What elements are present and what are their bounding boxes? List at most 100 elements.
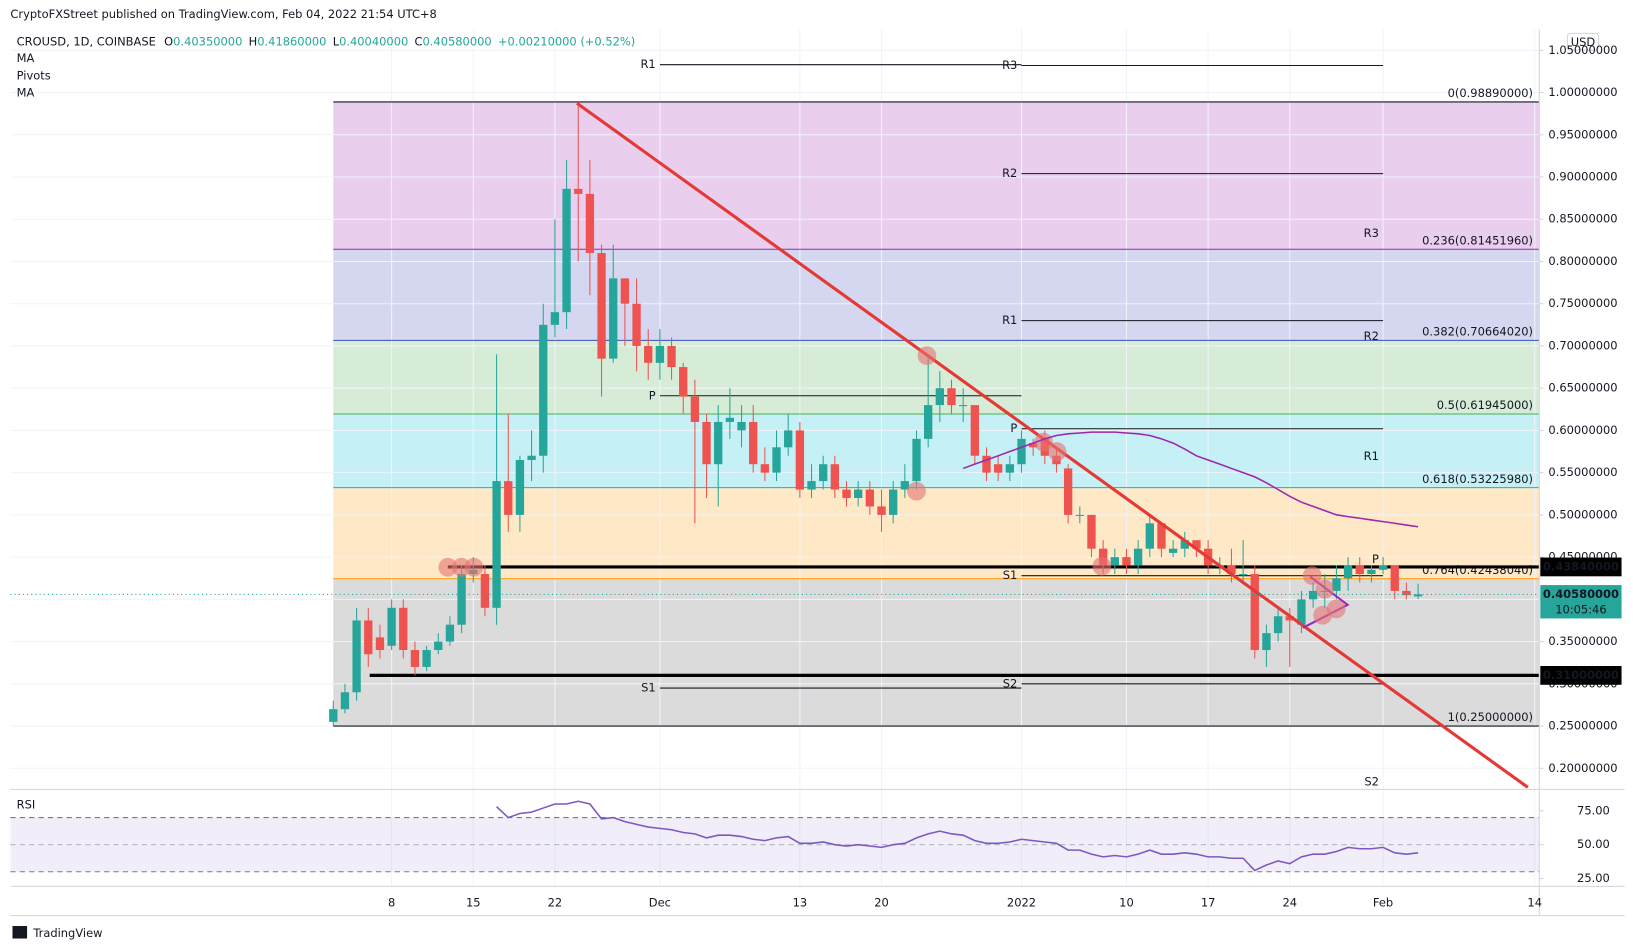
candle-body [1087,514,1096,549]
candle-body [819,464,828,482]
candle-body [434,641,443,651]
fib-label: 0.382(0.70664020) [1422,324,1533,338]
candle-body [970,405,979,456]
candle-body [865,489,875,507]
candle-body [574,188,583,194]
candle-body [644,345,653,363]
candle-body [527,455,536,460]
candle-body [912,438,921,482]
pivot-label: S1 [1003,568,1018,582]
candle-body [935,388,945,406]
pivot-label: R3 [1002,58,1017,72]
candle-body [457,574,466,625]
candle-body [1262,633,1271,651]
pivot-label: R2 [1002,166,1017,180]
ohlc-label: O [164,34,173,48]
candle-body [772,447,781,473]
candle-body [830,464,840,490]
line-series [962,431,1419,528]
candle-body [1343,565,1353,579]
candle-body [1122,557,1131,566]
pivot-label: R2 [1364,329,1379,343]
candle-body [1133,548,1143,566]
candle-body [1180,540,1189,549]
annotations [438,101,1529,789]
candle-body [924,405,933,439]
countdown: 10:05:46 [1555,603,1606,617]
candle-body [1273,616,1283,634]
candle-body [364,620,373,655]
candle-body [1017,438,1026,465]
ohlc-value: 0.41860000 [257,34,326,48]
candle-body [725,417,735,422]
candle-body [807,481,816,490]
rsi-tick-label: 50.00 [1577,837,1610,851]
candle-body [352,620,361,693]
fib-band [333,578,1540,727]
candle-body [690,396,700,422]
candle-body [609,278,618,359]
x-tick-label: 10 [1119,896,1134,910]
candle-body [410,650,420,667]
pivot-label: S2 [1003,676,1018,690]
candle-body [714,421,723,465]
fib-band [333,413,1540,488]
ohlc-label: L [333,34,340,48]
candle-body [562,188,571,313]
candle-body [1110,557,1119,566]
candle-body [679,367,688,397]
candle-body [749,421,758,465]
candle-body [702,421,711,465]
y-tick-label: 0.70000000 [1548,338,1617,352]
candle-body [877,506,886,515]
candle-body [982,455,991,473]
candle-body [1378,565,1388,570]
candle-body [1355,565,1364,575]
candle-body [515,459,525,515]
brand-logo [12,926,28,939]
candle-body [1168,548,1178,553]
candle-body [1250,574,1259,651]
fib-label: 0(0.98890000) [1448,86,1533,100]
candle-body [399,607,408,651]
candle-body [889,489,898,515]
candle-body [329,709,338,722]
rsi-title: RSI [17,798,36,812]
candle-body [1005,464,1014,473]
candle-body [492,481,501,608]
last-price-box [1540,585,1622,619]
candle-body [632,303,641,346]
y-tick-label: 0.60000000 [1548,423,1617,437]
x-tick-label: 24 [1282,896,1297,910]
pivot-label: R1 [640,57,655,71]
candle-body [1285,616,1294,621]
rsi-tick-label: 25.00 [1577,871,1610,885]
pivot-label: R1 [1002,313,1017,327]
brand: TradingView [32,926,102,940]
pivot-label: P [1372,552,1379,566]
candle-body [1063,468,1073,515]
candle-body [900,481,910,490]
y-tick-label: 0.90000000 [1548,170,1617,184]
currency-box[interactable] [1566,32,1600,51]
candle-body [993,464,1003,473]
candle-body [550,312,560,325]
candle-body [1028,443,1038,448]
candle-body [655,345,665,363]
candle-body [1402,590,1411,596]
fib-bands [333,101,1540,727]
candle-body [947,388,956,406]
ohlc-label: C [415,34,423,48]
fib-band [333,249,1540,341]
ohlc-value: 0.40580000 [423,34,492,48]
x-tick-label: 15 [466,896,481,910]
fib-label: 0.236(0.81451960) [1422,233,1533,247]
y-tick-label: 0.75000000 [1548,296,1617,310]
candle-body [1145,523,1154,549]
candle-body [1075,514,1084,516]
currency[interactable]: USD [1571,35,1596,49]
candles [329,101,1423,727]
y-tick-label: 1.05000000 [1548,43,1617,57]
